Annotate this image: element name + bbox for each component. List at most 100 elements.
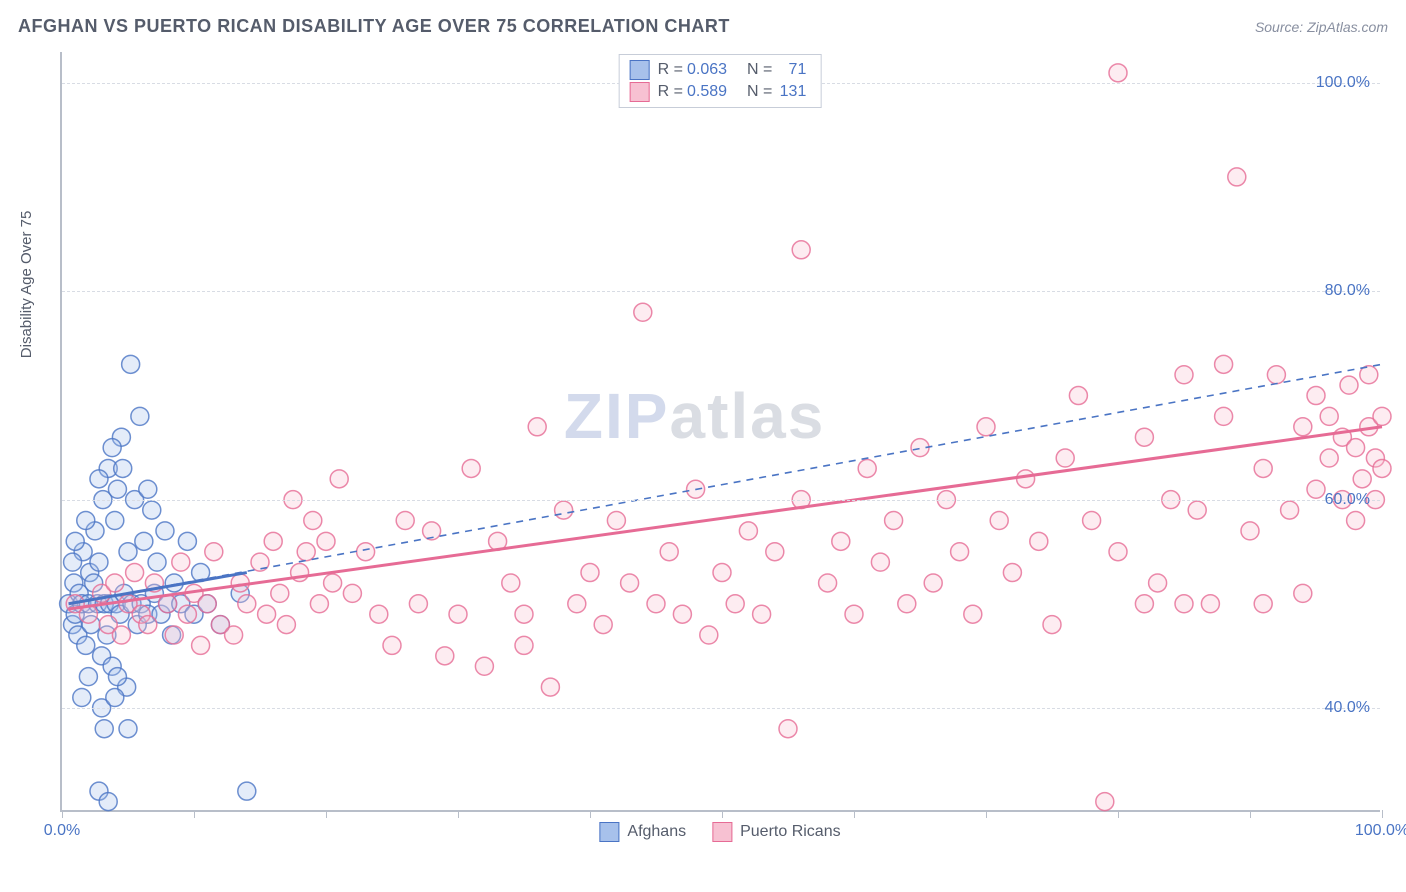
data-point: [106, 511, 124, 529]
data-point: [383, 636, 401, 654]
x-tick-label: 0.0%: [44, 822, 80, 840]
legend-item: Afghans: [599, 822, 686, 842]
x-tick: [458, 810, 459, 818]
legend-n-label: N =: [747, 59, 772, 81]
data-point: [139, 616, 157, 634]
data-point: [700, 626, 718, 644]
data-point: [77, 511, 95, 529]
data-point: [1215, 355, 1233, 373]
data-point: [238, 595, 256, 613]
data-point: [271, 584, 289, 602]
legend-swatch: [630, 82, 650, 102]
data-point: [1215, 407, 1233, 425]
data-point: [475, 657, 493, 675]
data-point: [148, 553, 166, 571]
legend-swatch: [712, 822, 732, 842]
legend-item: Puerto Ricans: [712, 822, 841, 842]
data-point: [832, 532, 850, 550]
source-label: Source: ZipAtlas.com: [1255, 19, 1388, 35]
gridline: [62, 291, 1380, 292]
legend-n-label: N =: [747, 81, 772, 103]
x-tick: [326, 810, 327, 818]
data-point: [1254, 459, 1272, 477]
legend-r-value: 0.589: [683, 81, 739, 103]
x-tick: [854, 810, 855, 818]
data-point: [977, 418, 995, 436]
x-tick-label: 100.0%: [1355, 822, 1406, 840]
data-point: [106, 574, 124, 592]
data-point: [409, 595, 427, 613]
data-point: [103, 439, 121, 457]
x-tick: [1382, 810, 1383, 818]
data-point: [1109, 543, 1127, 561]
data-point: [264, 532, 282, 550]
data-point: [898, 595, 916, 613]
data-point: [1353, 470, 1371, 488]
x-tick: [1250, 810, 1251, 818]
data-point: [1003, 564, 1021, 582]
data-point: [64, 553, 82, 571]
data-point: [1069, 387, 1087, 405]
data-point: [1307, 480, 1325, 498]
x-tick: [590, 810, 591, 818]
chart-header: AFGHAN VS PUERTO RICAN DISABILITY AGE OV…: [18, 16, 1388, 37]
y-tick-label: 100.0%: [1316, 74, 1370, 92]
y-tick-label: 80.0%: [1325, 282, 1370, 300]
chart-title: AFGHAN VS PUERTO RICAN DISABILITY AGE OV…: [18, 16, 730, 37]
legend-label: Afghans: [627, 823, 686, 841]
data-point: [528, 418, 546, 436]
data-point: [1307, 387, 1325, 405]
data-point: [205, 543, 223, 561]
data-point: [198, 595, 216, 613]
data-point: [726, 595, 744, 613]
data-point: [502, 574, 520, 592]
data-point: [156, 522, 174, 540]
data-point: [858, 459, 876, 477]
data-point: [1373, 459, 1391, 477]
data-point: [1267, 366, 1285, 384]
data-point: [581, 564, 599, 582]
data-point: [330, 470, 348, 488]
legend-n-value: 131: [772, 81, 806, 103]
series-legend: Afghans Puerto Ricans: [599, 822, 840, 842]
data-point: [1096, 793, 1114, 811]
data-point: [845, 605, 863, 623]
data-point: [1228, 168, 1246, 186]
data-point: [885, 511, 903, 529]
data-point: [555, 501, 573, 519]
data-point: [192, 636, 210, 654]
data-point: [1340, 376, 1358, 394]
legend-r-label: R =: [658, 59, 683, 81]
data-point: [122, 355, 140, 373]
legend-r-label: R =: [658, 81, 683, 103]
data-point: [1056, 449, 1074, 467]
data-point: [673, 605, 691, 623]
data-point: [1017, 470, 1035, 488]
data-point: [753, 605, 771, 623]
data-point: [106, 688, 124, 706]
correlation-legend: R =0.063N =71R =0.589N =131: [619, 54, 822, 108]
data-point: [621, 574, 639, 592]
x-tick: [722, 810, 723, 818]
data-point: [594, 616, 612, 634]
data-point: [568, 595, 586, 613]
data-point: [1135, 428, 1153, 446]
data-point: [515, 605, 533, 623]
x-tick: [194, 810, 195, 818]
plot-box: ZIPatlas 40.0%60.0%80.0%100.0%0.0%100.0%: [60, 52, 1380, 812]
data-point: [1030, 532, 1048, 550]
x-tick: [62, 810, 63, 818]
data-point: [317, 532, 335, 550]
data-point: [396, 511, 414, 529]
data-point: [90, 553, 108, 571]
chart-svg: [62, 52, 1380, 810]
data-point: [225, 626, 243, 644]
data-point: [607, 511, 625, 529]
data-point: [99, 793, 117, 811]
data-point: [462, 459, 480, 477]
data-point: [95, 720, 113, 738]
data-point: [238, 782, 256, 800]
data-point: [871, 553, 889, 571]
data-point: [436, 647, 454, 665]
data-point: [1241, 522, 1259, 540]
